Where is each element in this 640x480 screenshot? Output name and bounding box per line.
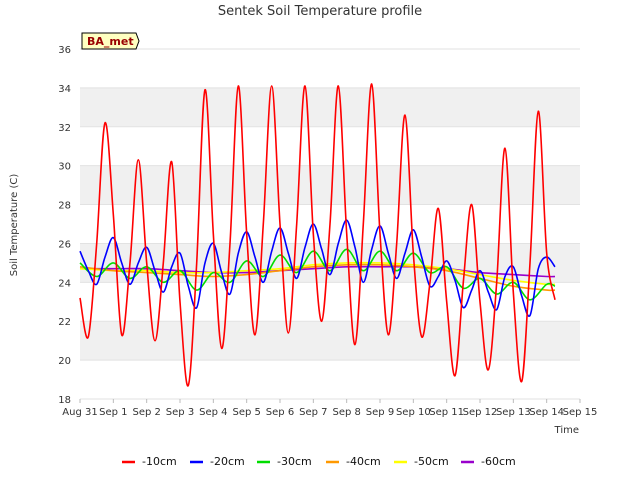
y-tick-label: 20 [58,356,71,367]
x-tick-label: Sep 9 [366,407,394,418]
legend-label: -30cm [277,455,312,468]
y-tick-label: 28 [58,201,71,212]
y-tick-label: 36 [58,45,71,56]
x-tick-label: Sep 15 [563,407,598,418]
plot-band [80,165,580,205]
legend-item: -50cm [394,455,449,468]
y-axis-ticks: 18 20 22 24 26 28 30 32 34 36 [58,45,71,406]
legend-label: -50cm [414,455,449,468]
x-tick-label: Sep 14 [529,407,564,418]
x-axis-title: Time [554,425,579,436]
series-line-minus-20cm [79,219,556,317]
y-tick-label: 26 [58,239,71,250]
y-axis-title: Soil Temperature (C) [9,174,20,277]
x-tick-label: Sep 3 [166,407,194,418]
series-lines [79,83,556,387]
x-tick-label: Aug 31 [62,407,97,418]
x-tick-label: Sep 7 [299,407,327,418]
x-tick-label: Sep 11 [429,407,464,418]
legend-item: -20cm [190,455,245,468]
x-tick-label: Sep 6 [266,407,294,418]
y-tick-label: 34 [58,84,71,95]
y-tick-label: 24 [58,278,71,289]
x-axis-ticks: Aug 31 Sep 1 Sep 2 Sep 3 Sep 4 Sep 5 Sep 6 Sep … [62,399,597,418]
legend-item: -60cm [461,455,516,468]
plot-band [80,321,580,361]
x-tick-label: Sep 4 [199,407,227,418]
plot-band [80,87,580,127]
x-tick-label: Sep 5 [232,407,260,418]
legend-item: -30cm [257,455,312,468]
legend-item: -40cm [326,455,381,468]
y-tick-label: 30 [58,162,71,173]
annotation-text: BA_met [87,35,134,48]
y-tick-label: 22 [58,317,71,328]
x-tick-label: Sep 10 [396,407,431,418]
legend-label: -20cm [210,455,245,468]
series-line-minus-10cm [79,83,556,387]
legend-item: -10cm [122,455,177,468]
chart-title: Sentek Soil Temperature profile [218,4,422,19]
x-tick-label: Sep 1 [99,407,127,418]
legend-label: -10cm [142,455,177,468]
x-tick-label: Sep 8 [332,407,360,418]
annotation-badge: BA_met [81,32,140,50]
x-tick-label: Sep 2 [132,407,160,418]
legend-label: -60cm [481,455,516,468]
legend: -10cm -20cm -30cm -40cm -50cm -60cm [122,455,516,468]
legend-label: -40cm [346,455,381,468]
y-tick-label: 18 [58,395,71,406]
x-tick-label: Sep 12 [463,407,498,418]
y-tick-label: 32 [58,123,71,134]
x-tick-label: Sep 13 [496,407,531,418]
